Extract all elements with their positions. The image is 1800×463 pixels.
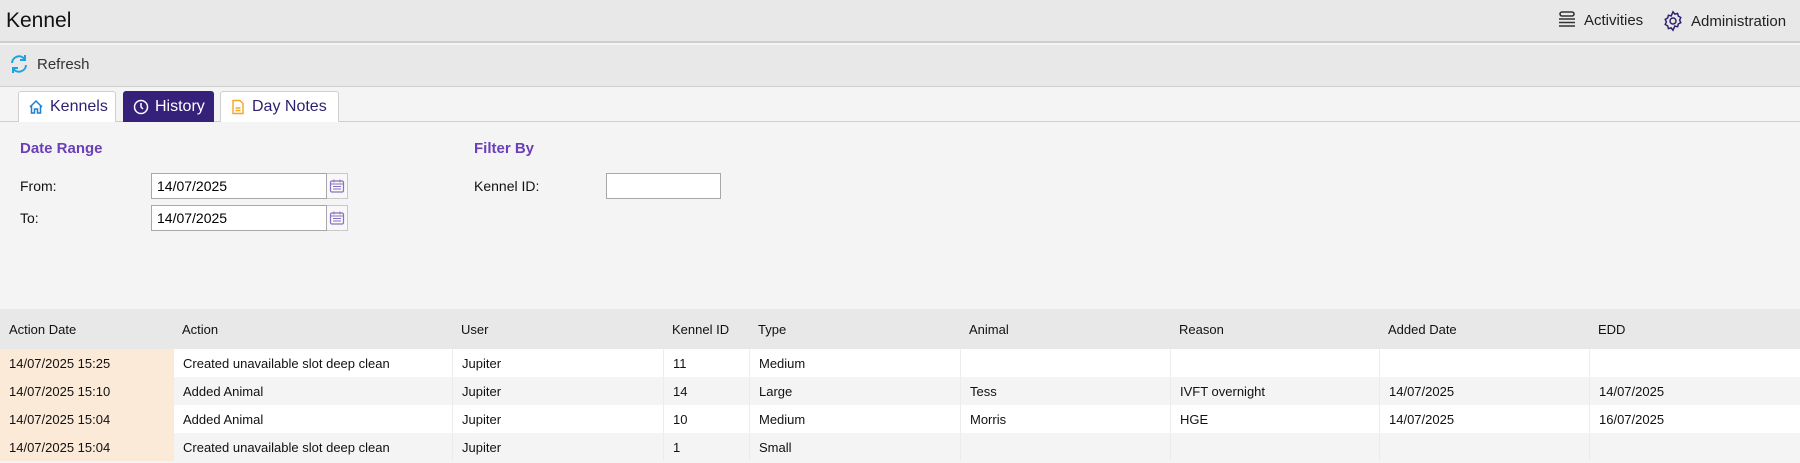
cell-action: Created unavailable slot deep clean [173, 433, 452, 461]
column-header[interactable]: Added Date [1388, 321, 1457, 337]
cell-added-date: 14/07/2025 [1379, 377, 1589, 405]
cell-kennel-id: 11 [663, 349, 749, 377]
column-header[interactable]: Action [182, 321, 219, 337]
cell-user: Jupiter [452, 405, 663, 433]
administration-label: Administration [1691, 12, 1787, 30]
cell-type: Medium [749, 349, 960, 377]
table-row[interactable]: 14/07/2025 15:10 Added Animal Jupiter 14 Lar… [0, 377, 1800, 405]
kennel-id-input[interactable] [606, 173, 721, 199]
calendar-icon [329, 211, 345, 225]
from-date-input[interactable] [151, 173, 327, 199]
cell-type: Small [749, 433, 960, 461]
cell-edd [1589, 433, 1798, 461]
column-header[interactable]: User [461, 321, 489, 337]
column-header[interactable]: Reason [1179, 321, 1224, 337]
page-title: Kennel [6, 9, 72, 32]
table-row[interactable]: 14/07/2025 15:25 Created unavailable slot… [0, 349, 1800, 377]
cell-type: Large [749, 377, 960, 405]
cell-user: Jupiter [452, 349, 663, 377]
cell-kennel-id: 14 [663, 377, 749, 405]
administration-button[interactable]: Administration [1662, 10, 1786, 32]
from-date-picker [151, 173, 348, 199]
cell-edd [1589, 349, 1798, 377]
to-date-input[interactable] [151, 205, 327, 231]
cell-reason [1170, 433, 1379, 461]
from-label: From: [20, 178, 57, 194]
cell-action-date: 14/07/2025 15:10 [0, 377, 173, 405]
cell-user: Jupiter [452, 433, 663, 461]
cell-action-date: 14/07/2025 15:04 [0, 433, 173, 461]
activities-button[interactable]: Activities [1557, 10, 1643, 30]
cell-added-date: 14/07/2025 [1379, 405, 1589, 433]
cell-action: Added Animal [173, 377, 452, 405]
kennel-id-label: Kennel ID: [474, 178, 540, 194]
from-calendar-button[interactable] [327, 173, 348, 199]
column-header[interactable]: EDD [1598, 321, 1626, 337]
cell-user: Jupiter [452, 377, 663, 405]
column-header[interactable]: Kennel ID [672, 321, 730, 337]
cell-kennel-id: 10 [663, 405, 749, 433]
cell-animal [960, 433, 1170, 461]
cell-action-date: 14/07/2025 15:04 [0, 405, 173, 433]
cell-type: Medium [749, 405, 960, 433]
tab-kennels[interactable]: Kennels [18, 91, 116, 122]
list-icon [1559, 11, 1575, 27]
refresh-label: Refresh [37, 55, 90, 73]
cell-edd: 16/07/2025 [1589, 405, 1798, 433]
cell-kennel-id: 1 [663, 433, 749, 461]
calendar-icon [329, 179, 345, 193]
app-header: Kennel Activities Administration [0, 0, 1800, 43]
to-date-picker [151, 205, 348, 231]
column-header[interactable]: Animal [969, 321, 1009, 337]
column-header[interactable]: Action Date [9, 321, 77, 337]
tab-label: Day Notes [252, 98, 327, 115]
cell-animal: Tess [960, 377, 1170, 405]
tab-label: Kennels [50, 98, 108, 115]
to-label: To: [20, 210, 39, 226]
clock-icon [133, 99, 149, 115]
table-header: Action Date Action User Kennel ID Type Animal… [0, 309, 1800, 349]
cell-reason: HGE [1170, 405, 1379, 433]
table-row[interactable]: 14/07/2025 15:04 Added Animal Jupiter 10 Med… [0, 405, 1800, 433]
date-range-title: Date Range [20, 140, 103, 157]
cell-added-date [1379, 349, 1589, 377]
activities-label: Activities [1584, 11, 1644, 29]
cell-action: Created unavailable slot deep clean [173, 349, 452, 377]
note-icon [232, 99, 244, 115]
home-icon [29, 99, 43, 114]
gear-icon [1664, 10, 1682, 32]
to-calendar-button[interactable] [327, 205, 348, 231]
column-header[interactable]: Type [758, 321, 787, 337]
cell-animal: Morris [960, 405, 1170, 433]
refresh-icon [11, 55, 27, 73]
table-row[interactable]: 14/07/2025 15:04 Created unavailable slot… [0, 433, 1800, 461]
tab-day-notes[interactable]: Day Notes [220, 91, 339, 122]
cell-action: Added Animal [173, 405, 452, 433]
filter-by-title: Filter By [474, 140, 535, 157]
tab-history[interactable]: History [123, 91, 214, 122]
refresh-button[interactable]: Refresh [9, 54, 90, 74]
tab-label: History [155, 98, 205, 115]
toolbar: Refresh [0, 45, 1800, 87]
cell-added-date [1379, 433, 1589, 461]
cell-action-date: 14/07/2025 15:25 [0, 349, 173, 377]
cell-edd: 14/07/2025 [1589, 377, 1798, 405]
cell-reason [1170, 349, 1379, 377]
cell-reason: IVFT overnight [1170, 377, 1379, 405]
cell-animal [960, 349, 1170, 377]
tab-divider [0, 121, 1800, 122]
